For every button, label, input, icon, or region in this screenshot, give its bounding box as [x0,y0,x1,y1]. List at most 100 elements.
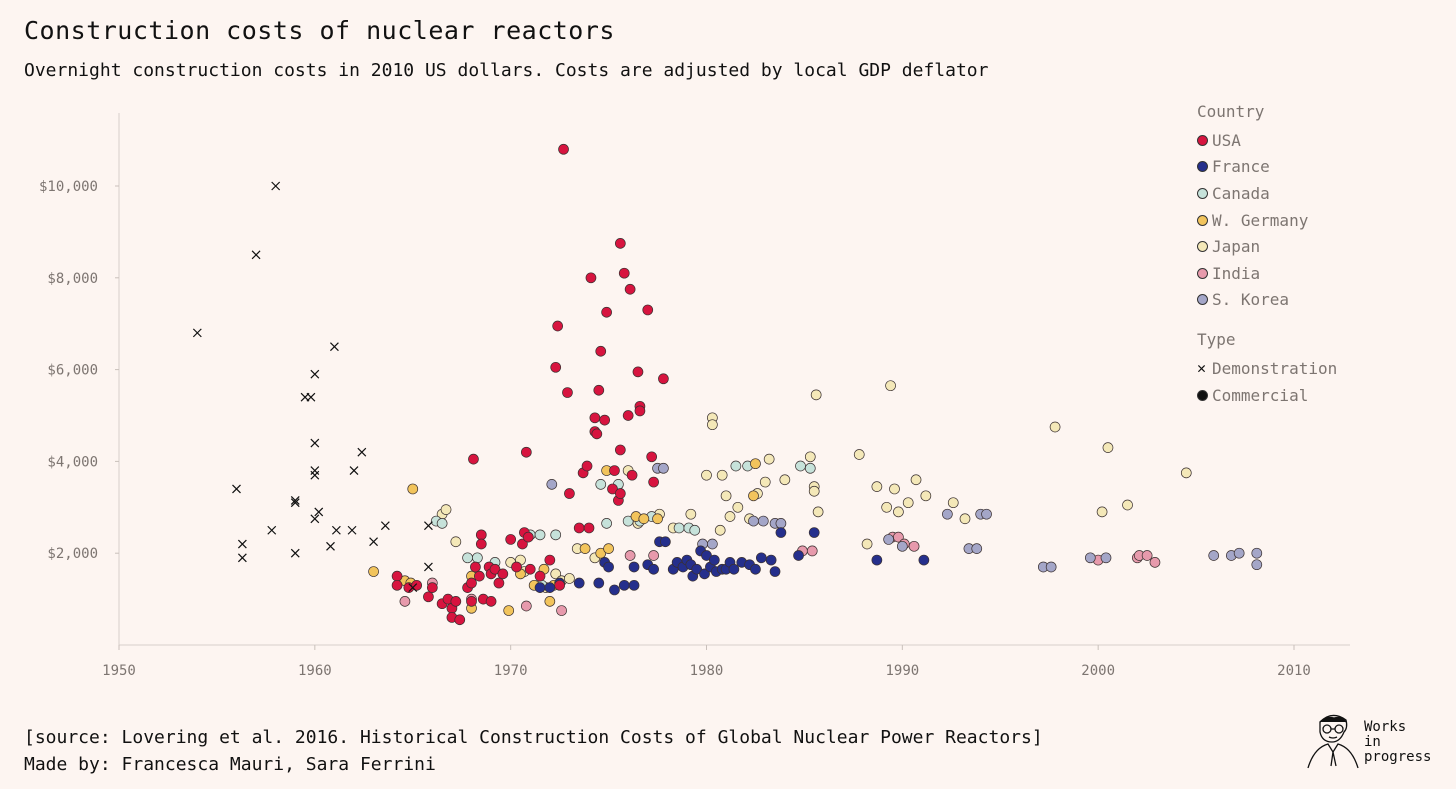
point-w-germany [579,543,591,554]
point-japan [1049,421,1061,433]
point-demonstration [232,484,241,494]
point-usa [614,488,626,499]
point-usa [489,563,501,575]
point-demonstration [357,447,367,457]
legend-type-title: Type [1197,330,1236,350]
legend: Country USA France Canada W. Germany Japan In… [1197,102,1337,408]
point-france [660,536,671,548]
point-canada [436,518,448,529]
point-japan [812,506,824,518]
legend-country-title: Country [1197,102,1265,121]
point-india [1141,550,1153,561]
point-s-korea [707,538,718,550]
chart-title: Construction costs of nuclear reactors [24,16,615,45]
point-india [648,550,659,561]
x-tick-label: 1960 [298,663,332,679]
point-india [520,600,532,612]
point-usa [585,272,597,284]
point-demonstration [290,498,300,508]
point-japan [685,508,697,520]
point-france [775,527,787,538]
logo-text-line: progress [1364,749,1432,765]
point-s-korea [883,534,894,545]
point-japan [810,389,822,401]
point-usa [391,579,403,591]
legend-swatch-icon [1197,161,1208,173]
point-usa [601,306,612,318]
point-demonstration [306,392,316,402]
point-usa [658,373,669,385]
point-usa [411,579,423,591]
point-japan [440,504,452,515]
point-usa [550,361,562,373]
point-usa [511,561,522,573]
x-tick-label: 2000 [1081,663,1115,679]
point-japan [861,538,873,550]
legend-item-label: W. Germany [1212,210,1309,230]
point-japan [959,513,971,525]
point-demonstration [408,583,418,593]
point-japan [550,568,562,580]
point-s-korea [748,515,759,527]
point-france [699,568,710,580]
point-s-korea [1251,559,1263,571]
point-usa [473,570,485,582]
point-usa [626,469,638,481]
point-india [908,540,920,552]
point-s-korea [1251,547,1263,559]
point-demonstration [310,438,320,448]
legend-swatch-icon [1197,134,1208,146]
point-japan [450,536,462,548]
point-demonstration [369,537,379,547]
x-tick-label: 1990 [885,663,919,679]
point-japan [724,511,736,522]
logo-text-line: Works [1364,719,1407,735]
point-usa [534,570,546,582]
x-tick-label: 1950 [102,663,136,679]
point-usa [599,414,611,426]
point-demonstration [423,562,433,572]
point-usa [583,522,595,534]
logo-wordmark: Works in progress [1364,720,1431,765]
point-japan [732,501,744,513]
point-france [769,566,781,577]
point-usa [595,345,607,357]
point-france [918,554,930,566]
point-india [624,550,636,561]
axes: 1950 1960 1970 1980 1990 2000 2010 $2,000 $4,000… [39,113,1350,679]
point-usa [622,410,634,421]
point-usa [609,465,620,476]
point-japan [1180,467,1192,479]
point-japan [707,419,718,431]
point-usa [466,577,477,589]
point-w-germany [603,543,614,554]
point-japan [720,490,732,502]
point-w-germany [748,490,759,502]
point-demonstration [310,470,320,480]
point-usa [646,451,658,463]
point-usa [554,579,565,591]
point-canada [601,518,612,529]
point-canada [622,515,634,527]
point-japan [947,497,959,509]
point-usa [634,405,646,417]
point-usa [497,568,509,580]
point-france [573,577,585,589]
point-japan [920,490,932,502]
point-france [603,561,614,573]
point-japan [902,497,914,509]
point-japan [779,474,791,486]
filled-circle-icon [1197,389,1208,401]
point-demonstration [423,521,433,531]
point-france [808,527,820,538]
point-usa [624,283,636,295]
legend-item-label: France [1212,157,1270,177]
logo-text-line: in [1364,734,1381,750]
point-demonstration [331,525,341,535]
point-usa [552,320,564,332]
legend-item-label: S. Korea [1212,290,1290,310]
point-demonstration [290,548,300,558]
point-usa [589,412,601,424]
source-note: [source: Lovering et al. 2016. Historica… [24,724,1043,778]
point-usa [493,577,505,589]
